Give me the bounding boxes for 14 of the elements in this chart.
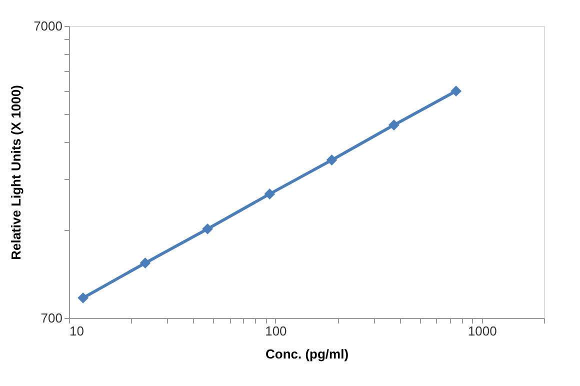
point [326,154,338,166]
x-tick-label: 1000 [468,324,497,338]
point [202,223,214,234]
y-tick-label: 7000 [34,18,62,34]
x-tick-label: 10 [70,324,84,338]
y-axis-title: Relative Light Units (X 1000) [8,85,24,260]
point [388,120,400,131]
point [78,292,89,304]
x-tick-label: 100 [265,324,287,338]
x-axis-title: Conc. (pg/ml) [265,346,349,362]
point [450,86,462,97]
point [140,258,151,268]
y-tick-label: 700 [40,310,62,326]
point [264,188,276,200]
